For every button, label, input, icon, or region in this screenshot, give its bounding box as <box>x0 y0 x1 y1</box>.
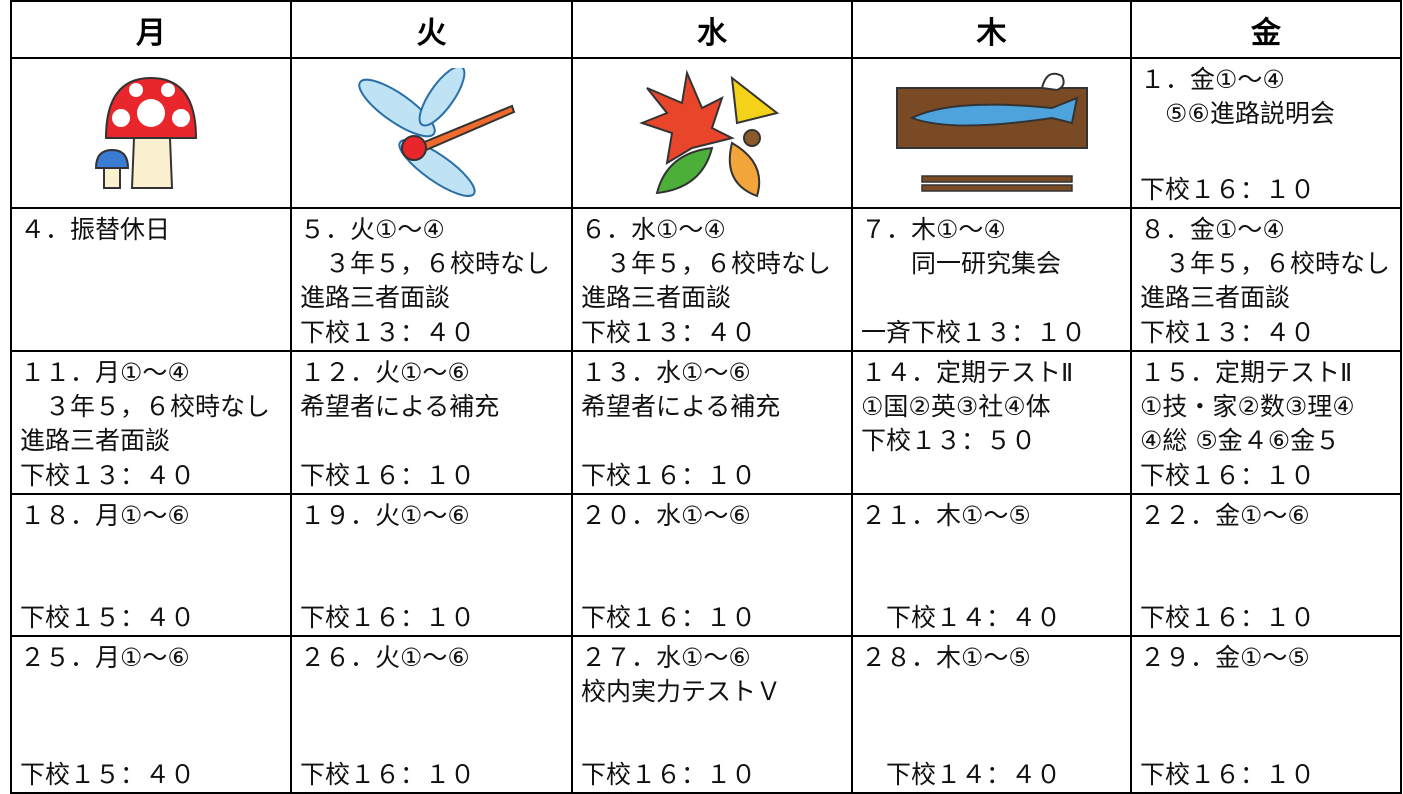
day-header: 木 <box>851 0 1132 59</box>
schedule-line: 進路三者面談 <box>20 426 171 455</box>
dismissal-time: 下校１６：１０ <box>300 603 476 632</box>
day-header: 火 <box>290 0 573 59</box>
schedule-line: 希望者による補充 <box>300 392 500 421</box>
schedule-line: １４．定期テストⅡ <box>861 358 1074 387</box>
dismissal-time: 下校１５：４０ <box>20 603 196 632</box>
schedule-line: １３．水①～⑥ <box>581 358 751 387</box>
day-cell: ４．振替休日 <box>10 207 292 352</box>
dismissal-time: 下校１６：１０ <box>1140 175 1316 204</box>
dismissal-time: 下校１６：１０ <box>1140 760 1316 789</box>
day-cell: ２６．火①～⑥ 下校１６：１０ <box>290 635 573 794</box>
schedule-line: ２１．木①～⑤ <box>861 501 1031 530</box>
schedule-line: ４．振替休日 <box>20 215 171 244</box>
leaves-illustration <box>639 69 780 198</box>
dismissal-time: 下校１３：４０ <box>1140 318 1316 347</box>
dismissal-time: 下校１６：１０ <box>581 760 757 789</box>
day-cell: ８．金①～④ ３年５，６校時なし 進路三者面談 下校１３：４０ <box>1130 207 1402 352</box>
schedule-line: ２２．金①～⑥ <box>1140 501 1310 530</box>
dismissal-time: 下校１４：４０ <box>861 603 1062 632</box>
schedule-line: ６．水①～④ <box>581 215 726 244</box>
schedule-line: ①技・家②数③理④ <box>1140 392 1355 421</box>
day-header: 金 <box>1130 0 1402 59</box>
day-cell: ２０．水①～⑥ 下校１６：１０ <box>571 493 853 637</box>
day-cell: １９．火①～⑥ 下校１６：１０ <box>290 493 573 637</box>
day-cell: １．金①～④ ⑤⑥進路説明会 下校１６：１０ <box>1130 57 1402 209</box>
day-cell: ２７．水①～⑥ 校内実力テストＶ 下校１６：１０ <box>571 635 853 794</box>
day-cell: ２１．木①～⑤ 下校１４：４０ <box>851 493 1132 637</box>
day-header: 月 <box>10 0 292 59</box>
dismissal-time: 下校１３：４０ <box>300 318 476 347</box>
day-cell: ２２．金①～⑥ 下校１６：１０ <box>1130 493 1402 637</box>
schedule-line: ２８．木①～⑤ <box>861 643 1031 672</box>
dismissal-time: 下校１６：１０ <box>1140 603 1316 632</box>
dismissal-time: 下校１６：１０ <box>581 603 757 632</box>
dismissal-time: 下校１３：４０ <box>20 461 196 490</box>
schedule-line: 進路三者面談 <box>1140 283 1291 312</box>
day-cell: ７．木①～④ 同一研究集会 一斉下校１３：１０ <box>851 207 1132 352</box>
schedule-line: ２０．水①～⑥ <box>581 501 751 530</box>
dismissal-time: 下校１６：１０ <box>1140 461 1316 490</box>
illustration-cell <box>10 57 292 209</box>
schedule-line: ④総 ⑤金４⑥金５ <box>1140 426 1341 455</box>
schedule-line: ２６．火①～⑥ <box>300 643 470 672</box>
schedule-line: ①国②英③社④体 <box>861 392 1051 421</box>
day-cell: １１．月①～④ ３年５，６校時なし 進路三者面談 下校１３：４０ <box>10 350 292 495</box>
schedule-line: １８．月①～⑥ <box>20 501 190 530</box>
day-cell: １３．水①～⑥ 希望者による補充 下校１６：１０ <box>571 350 853 495</box>
schedule-line: １．金①～④ <box>1140 65 1285 94</box>
schedule-line: ２５．月①～⑥ <box>20 643 190 672</box>
schedule-line: 希望者による補充 <box>581 392 781 421</box>
schedule-line: １２．火①～⑥ <box>300 358 470 387</box>
schedule-line: ３年５，６校時なし <box>300 249 551 278</box>
illustration-cell <box>571 57 853 209</box>
day-header: 水 <box>571 0 853 59</box>
schedule-line: ⑤⑥進路説明会 <box>1140 99 1335 128</box>
day-cell: ５．火①～④ ３年５，６校時なし 進路三者面談 下校１３：４０ <box>290 207 573 352</box>
dismissal-time: 下校１３：４０ <box>581 318 757 347</box>
schedule-line: ２９．金①～⑤ <box>1140 643 1310 672</box>
day-cell: ２５．月①～⑥ 下校１５：４０ <box>10 635 292 794</box>
dismissal-time: 下校１６：１０ <box>300 760 476 789</box>
day-cell: ２８．木①～⑤ 下校１４：４０ <box>851 635 1132 794</box>
day-cell: ６．水①～④ ３年５，６校時なし 進路三者面談 下校１３：４０ <box>571 207 853 352</box>
schedule-line: １９．火①～⑥ <box>300 501 470 530</box>
dismissal-time: 下校１６：１０ <box>581 461 757 490</box>
schedule-line: ３年５，６校時なし <box>581 249 832 278</box>
illustration-cell <box>851 57 1132 209</box>
day-cell: １４．定期テストⅡ ①国②英③社④体 下校１３：５０ <box>851 350 1132 495</box>
schedule-line: ２７．水①～⑥ <box>581 643 751 672</box>
day-cell: １２．火①～⑥ 希望者による補充 下校１６：１０ <box>290 350 573 495</box>
day-cell: １８．月①～⑥ 下校１５：４０ <box>10 493 292 637</box>
schedule-line: 下校１３：５０ <box>861 426 1037 455</box>
schedule-line: 同一研究集会 <box>861 249 1062 278</box>
schedule-line: ５．火①～④ <box>300 215 445 244</box>
schedule-line: ８．金①～④ <box>1140 215 1285 244</box>
schedule-line: １１．月①～④ <box>20 358 190 387</box>
schedule-line: ３年５，６校時なし <box>1140 249 1391 278</box>
schedule-line: 進路三者面談 <box>581 283 732 312</box>
schedule-line: ７．木①～④ <box>861 215 1006 244</box>
grilled-fish-illustration <box>895 72 1088 192</box>
mushroom-illustration <box>94 76 198 189</box>
dismissal-time: 下校１６：１０ <box>300 461 476 490</box>
schedule-line: ３年５，６校時なし <box>20 392 271 421</box>
dismissal-time: 下校１５：４０ <box>20 760 196 789</box>
schedule-line: 進路三者面談 <box>300 283 451 312</box>
schedule-line: 校内実力テストＶ <box>581 677 782 706</box>
day-cell: １５．定期テストⅡ ①技・家②数③理④ ④総 ⑤金４⑥金５ 下校１６：１０ <box>1130 350 1402 495</box>
illustration-cell <box>290 57 573 209</box>
schedule-line: １５．定期テストⅡ <box>1140 358 1353 387</box>
dragonfly-illustration <box>357 68 515 197</box>
day-cell: ２９．金①～⑤ 下校１６：１０ <box>1130 635 1402 794</box>
dismissal-time: 一斉下校１３：１０ <box>861 318 1087 347</box>
dismissal-time: 下校１４：４０ <box>861 760 1062 789</box>
